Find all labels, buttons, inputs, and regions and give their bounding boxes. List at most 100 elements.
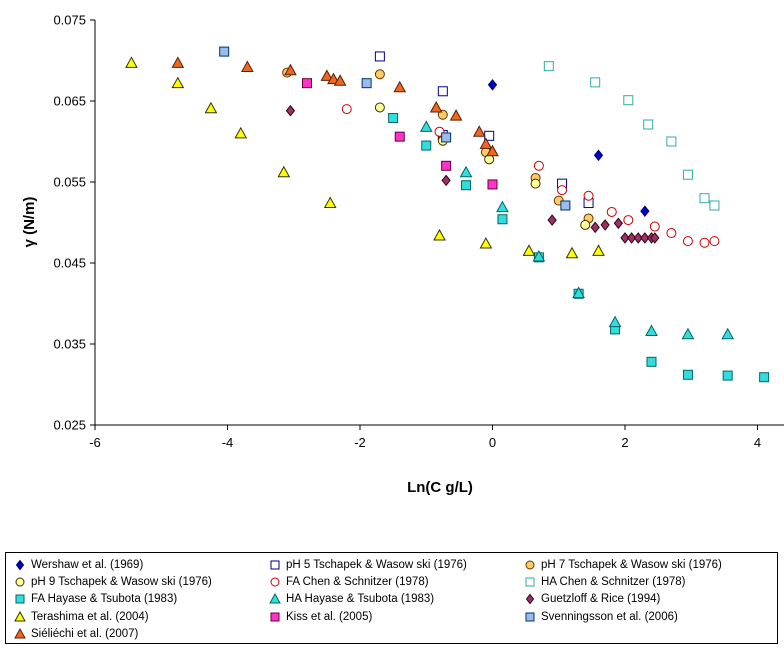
triangle-marker-icon — [269, 593, 281, 604]
legend-item: Siéliéchi et al. (2007) — [14, 625, 138, 643]
data-point-series-2 — [374, 69, 385, 80]
diamond-marker-icon — [525, 594, 535, 605]
data-point-series-10 — [394, 131, 405, 142]
data-point-series-12 — [284, 63, 297, 76]
data-point-series-11 — [560, 200, 571, 211]
data-point-series-8 — [640, 232, 650, 244]
data-point-series-4 — [557, 185, 568, 196]
data-point-series-11 — [441, 132, 452, 143]
axis-ticks: -6 -4 -2 0 2 4 0.025 0.035 0.045 0.055 0.065 0.075 — [53, 13, 761, 451]
square-marker-icon — [525, 612, 535, 622]
legend-label: pH 7 Tschapek & Wasow ski (1976) — [541, 559, 722, 571]
data-point-series-1 — [437, 86, 448, 97]
data-point-series-6 — [388, 113, 399, 124]
plot-area — [95, 20, 784, 425]
x-tick-label: -6 — [89, 435, 101, 450]
legend-item: pH 7 Tschapek & Wasow ski (1976) — [524, 556, 722, 574]
data-point-series-9 — [234, 126, 248, 139]
data-point-series-9 — [125, 56, 138, 68]
data-point-series-7 — [496, 200, 509, 213]
y-tick-label: 0.075 — [53, 13, 86, 28]
data-point-series-3 — [530, 178, 541, 189]
data-point-series-12 — [472, 125, 486, 137]
data-point-series-0 — [640, 205, 650, 217]
square-marker-icon — [15, 594, 25, 604]
data-point-series-10 — [302, 78, 312, 89]
square-marker-icon — [525, 577, 535, 587]
data-point-series-8 — [650, 232, 660, 244]
data-point-series-9 — [592, 244, 605, 256]
data-point-series-12 — [393, 80, 407, 93]
data-point-series-8 — [547, 214, 557, 226]
data-point-series-5 — [682, 169, 693, 180]
legend-item: pH 5 Tschapek & Wasow ski (1976) — [269, 556, 467, 574]
legend-item: Terashima et al. (2004) — [14, 608, 149, 626]
data-point-series-8 — [600, 219, 610, 231]
data-point-series-4 — [341, 104, 352, 115]
legend-label: pH 5 Tschapek & Wasow ski (1976) — [286, 559, 467, 571]
data-point-series-7 — [645, 324, 658, 337]
data-point-series-6 — [759, 372, 770, 383]
data-point-series-9 — [323, 196, 337, 209]
data-point-series-6 — [682, 369, 693, 380]
data-point-series-10 — [487, 179, 498, 190]
legend-label: pH 9 Tschapek & Wasow ski (1976) — [31, 576, 212, 589]
x-axis-title: Ln(C g/L) — [407, 479, 473, 496]
legend-label: Svenningsson et al. (2006) — [541, 610, 678, 623]
data-point-series-5 — [543, 61, 554, 72]
data-point-series-8 — [285, 104, 296, 117]
legend-item: FA Chen & Schnitzer (1978) — [269, 573, 429, 591]
y-tick-label: 0.025 — [53, 418, 86, 433]
data-point-series-12 — [429, 100, 443, 113]
legend-item: Kiss et al. (2005) — [269, 608, 372, 626]
data-point-series-12 — [333, 74, 347, 86]
data-point-series-4 — [583, 190, 594, 201]
legend-item: HA Hayase & Tsubota (1983) — [269, 590, 434, 608]
data-point-series-1 — [374, 51, 385, 62]
y-tick-label: 0.055 — [53, 175, 86, 190]
data-point-series-12 — [486, 144, 499, 157]
data-point-series-6 — [497, 214, 508, 225]
legend-label: FA Hayase & Tsubota (1983) — [31, 593, 178, 606]
data-point-series-7 — [419, 120, 433, 132]
y-tick-label: 0.035 — [53, 337, 86, 352]
data-point-series-4 — [699, 237, 710, 248]
y-axis-title: γ (N/m) — [21, 197, 38, 248]
legend-label: Terashima et al. (2004) — [31, 610, 149, 623]
data-point-series-5 — [699, 193, 710, 204]
data-point-series-12 — [171, 56, 185, 68]
legend-label: HA Hayase & Tsubota (1983) — [286, 593, 435, 606]
data-point-series-6 — [722, 370, 733, 381]
data-point-series-10 — [441, 160, 452, 171]
data-point-series-5 — [623, 95, 634, 106]
legend-item: HA Chen & Schnitzer (1978) — [524, 573, 685, 591]
data-point-series-8 — [590, 221, 600, 234]
legend-label: FA Chen & Schnitzer (1978) — [286, 576, 429, 589]
square-marker-icon — [270, 612, 280, 622]
data-points — [125, 46, 770, 383]
x-tick-label: 4 — [754, 435, 761, 450]
y-tick-label: 0.045 — [53, 256, 86, 271]
legend-label: Kiss et al. (2005) — [286, 610, 373, 623]
x-tick-label: -2 — [354, 435, 366, 450]
data-point-series-9 — [565, 246, 579, 259]
data-point-series-5 — [590, 77, 601, 88]
legend: Wershaw et al. (1969) pH 5 Tschapek & Was… — [5, 552, 778, 644]
triangle-marker-icon — [14, 627, 26, 639]
data-point-series-12 — [479, 137, 493, 149]
data-point-series-2 — [437, 109, 448, 120]
data-point-series-4 — [649, 221, 660, 232]
legend-label: HA Chen & Schnitzer (1978) — [541, 576, 686, 589]
data-point-series-9 — [277, 165, 291, 178]
y-tick-label: 0.065 — [53, 94, 86, 109]
data-point-series-7 — [459, 165, 473, 178]
data-point-series-11 — [361, 78, 372, 89]
data-point-series-0 — [593, 149, 604, 162]
data-point-series-8 — [613, 217, 624, 230]
data-point-series-7 — [572, 286, 585, 298]
circle-marker-icon — [270, 577, 280, 587]
data-point-series-8 — [441, 174, 451, 187]
circle-marker-icon — [525, 560, 535, 570]
x-tick-label: 0 — [489, 435, 496, 450]
data-point-series-9 — [171, 76, 185, 89]
